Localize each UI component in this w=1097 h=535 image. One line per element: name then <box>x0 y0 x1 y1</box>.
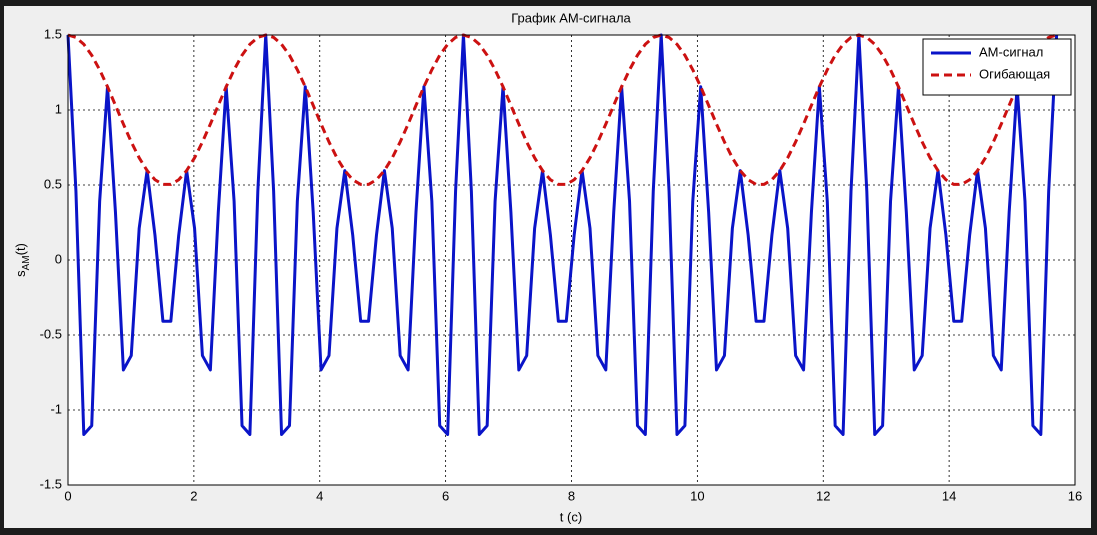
y-tick-label: 1.5 <box>44 26 62 41</box>
y-label-main: s <box>13 270 28 277</box>
series-line <box>66 33 1059 436</box>
y-tick-label: 0.5 <box>44 176 62 191</box>
y-tick-label: 0 <box>55 251 62 266</box>
series-line <box>67 33 1058 186</box>
x-axis-label: t (c) <box>560 509 582 524</box>
x-tick-label: 12 <box>816 488 830 503</box>
legend-label: АМ-сигнал <box>979 44 1043 59</box>
x-tick-label: 14 <box>942 488 956 503</box>
y-label-sub: AM <box>21 255 32 270</box>
y-tick-label: -0.5 <box>40 326 62 341</box>
y-tick-label: 1 <box>55 101 62 116</box>
legend-label: Огибающая <box>979 66 1050 81</box>
axes-box <box>67 34 1076 486</box>
legend: АМ-сигнал Огибающая <box>922 38 1072 96</box>
x-tick-label: 2 <box>190 488 197 503</box>
x-tick-label: 6 <box>442 488 449 503</box>
y-tick-label: -1 <box>50 401 62 416</box>
ticks: 0 2 4 6 8 10 12 14 16 -1.5 -1 -0.5 0 0.5 1 1.5 <box>40 26 1083 503</box>
x-tick-label: 0 <box>64 488 71 503</box>
x-tick-label: 10 <box>690 488 704 503</box>
x-tick-label: 16 <box>1068 488 1082 503</box>
x-tick-label: 4 <box>316 488 323 503</box>
lines <box>66 33 1059 436</box>
x-tick-label: 8 <box>568 488 575 503</box>
y-tick-label: -1.5 <box>40 476 62 491</box>
legend-box <box>922 38 1072 96</box>
chart-title: График АМ-сигнала <box>511 10 631 25</box>
y-label-tail: (t) <box>13 243 28 255</box>
y-axis-label: sAM(t) <box>13 243 31 277</box>
